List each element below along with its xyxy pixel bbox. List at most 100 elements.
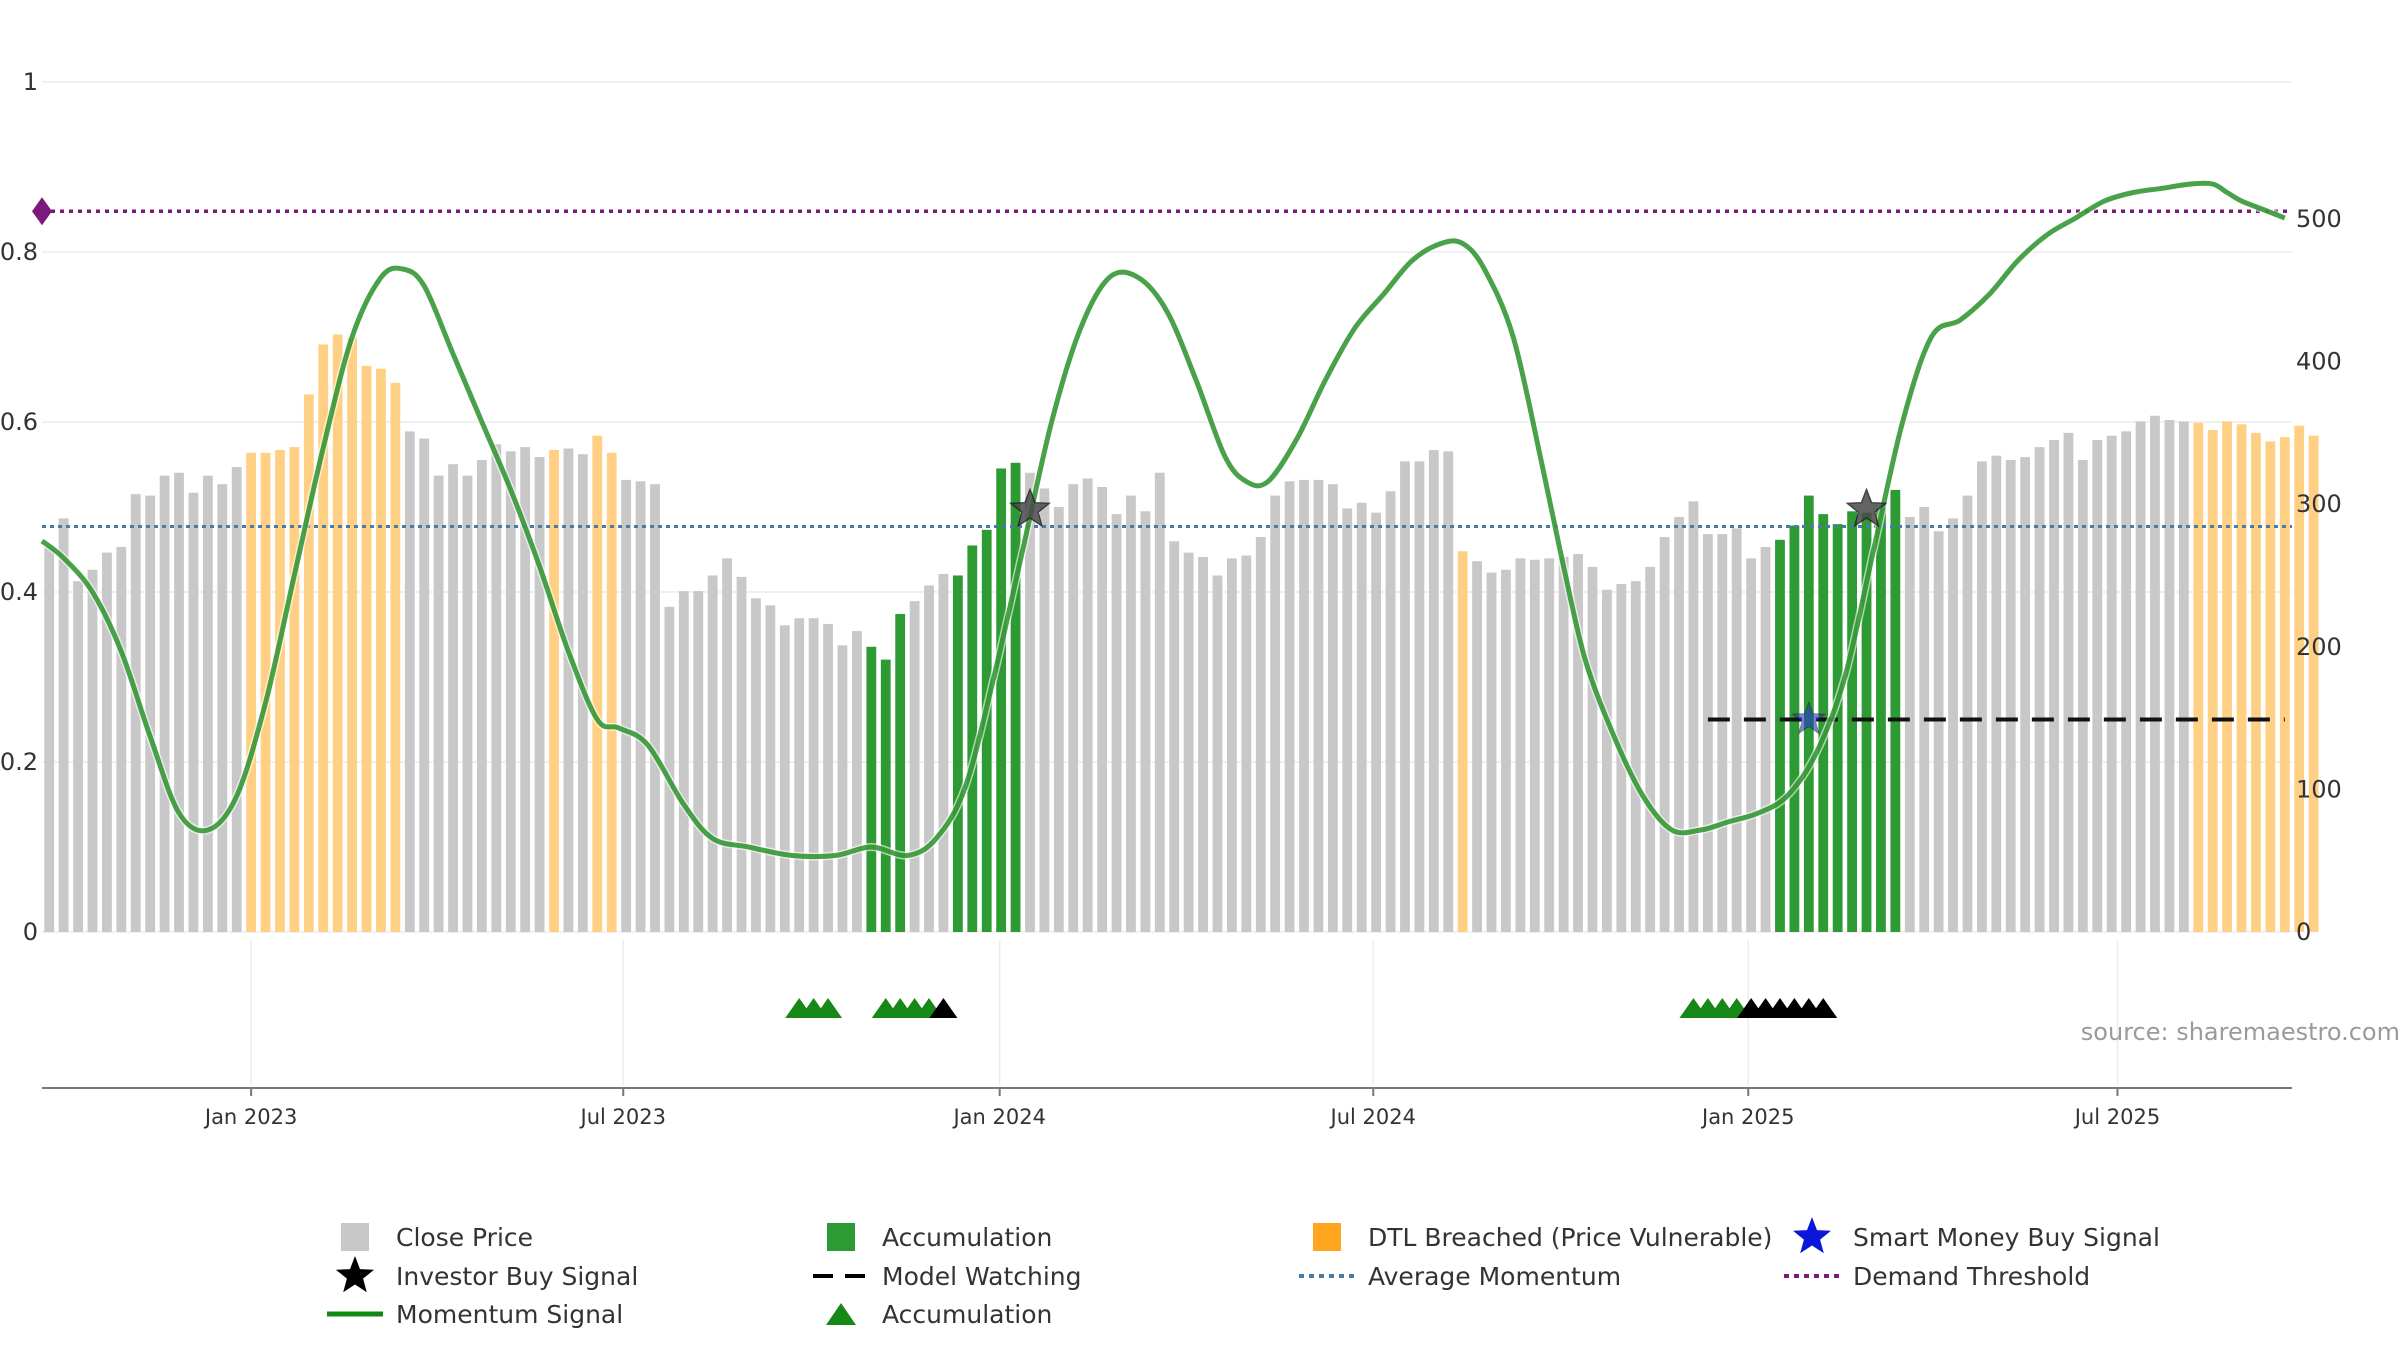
right-axis-tick-label: 0 [2296,918,2311,946]
price-bar-gray [1991,455,2002,932]
legend: Close Price Accumulation DTL Breached (Pri… [327,1217,2160,1329]
price-bar-gray [678,591,689,932]
legend-item: Investor Buy Signal [336,1256,638,1293]
price-bar-orange [2236,424,2247,932]
price-bar-gray [116,546,127,932]
signal-markers [785,487,1888,1018]
left-axis-tick-label: 0.6 [0,408,38,436]
price-bar-gray [1356,502,1367,932]
left-axis-tick-label: 0.8 [0,238,38,266]
price-bar-green [967,545,978,932]
price-bar-gray [1154,472,1165,932]
momentum-signal-line [40,180,2286,860]
price-bar-gray [1227,558,1237,932]
price-bar-orange [332,334,343,933]
price-bar-gray [1183,552,1194,932]
investor-buy-signal-star [1845,487,1888,528]
price-bar-gray [2049,439,2059,932]
price-bar-gray [736,576,747,932]
price-bar-orange [390,382,401,932]
price-bar-green [981,529,992,932]
x-axis-tick-label: Jul 2024 [1329,1105,1416,1129]
legend-swatch-dtl [1313,1223,1341,1251]
price-bar-gray [1299,479,1309,932]
price-bar-gray [1977,461,1987,932]
price-bar-gray [808,618,819,932]
price-bar-gray [2063,432,2074,932]
legend-swatch-close-price [341,1223,369,1251]
legend-accumulation-triangle-icon [826,1303,856,1325]
price-bar-gray [419,438,430,932]
price-bar-gray [1270,495,1281,932]
price-bar-gray [2178,421,2189,932]
price-bar-orange [2222,421,2232,932]
price-bar-gray [1674,516,1684,932]
price-bar-orange [376,368,386,932]
right-axis-tick-label: 500 [2296,205,2342,233]
grid-lines [42,81,2292,1085]
legend-swatch-accumulation [827,1223,855,1251]
price-bar-gray [751,598,761,932]
price-bar-green [952,575,963,932]
price-bar-orange [289,447,300,932]
price-bar-gray [159,475,170,932]
price-bar-gray [1428,449,1439,932]
price-bar-gray [765,605,776,932]
price-bar-gray [1097,487,1107,932]
price-bar-gray [1082,478,1093,932]
price-bar-gray [73,581,83,932]
right-axis-tick-label: 300 [2296,490,2342,518]
price-bar-gray [1068,484,1079,932]
price-bar-gray [852,631,862,932]
price-bar-gray [1904,516,1915,932]
price-bar-orange [2265,441,2276,932]
price-bar-green [1775,539,1785,932]
price-bar-gray [924,585,934,932]
price-bar-orange [2193,422,2204,932]
price-bar-gray [433,475,444,932]
legend-item: Momentum Signal [327,1300,623,1329]
price-bar-gray [1645,566,1656,932]
price-bar-gray [202,475,213,932]
price-bar-gray [2020,457,2031,932]
source-label: source: sharemaestro.com [2081,1018,2400,1046]
price-bar-gray [404,431,415,932]
price-bar-gray [102,552,112,932]
legend-item: Close Price [341,1223,533,1252]
legend-investor-star-icon [336,1256,374,1293]
legend-item: Demand Threshold [1784,1262,2090,1291]
price-bar-gray [1630,581,1641,932]
price-bar-gray [174,472,184,932]
price-bar-gray [130,494,141,932]
price-bar-gray [1659,536,1670,932]
price-bar-orange [592,435,603,932]
legend-label: Average Momentum [1368,1262,1621,1291]
price-bar-gray [693,591,704,932]
left-axis-tick-label: 1 [23,68,38,96]
price-bar-gray [1486,572,1497,932]
legend-label: Close Price [396,1223,533,1252]
price-bar-gray [44,546,55,932]
price-bar-gray [145,495,156,932]
price-bar-green [866,646,877,932]
price-bar-gray [188,492,199,932]
price-bar-gray [1342,508,1353,932]
legend-label: Accumulation [882,1223,1052,1252]
price-bar-green [1876,508,1886,932]
price-bar-orange [606,452,617,932]
left-axis-tick-label: 0.2 [0,748,38,776]
price-bar-orange [549,449,559,932]
legend-label: Investor Buy Signal [396,1262,638,1291]
price-bar-orange [246,452,257,932]
price-bar-gray [520,447,531,932]
price-bar-gray [2005,459,2016,932]
price-bar-gray [2077,459,2088,932]
demand-threshold-marker [32,197,52,226]
price-bar-green [1010,462,1021,932]
price-bar-gray [1558,556,1569,932]
price-bar-gray [779,625,790,932]
price-bar-gray [794,618,805,932]
x-axis-tick-label: Jan 2024 [951,1105,1046,1129]
price-bar-gray [1472,561,1482,932]
